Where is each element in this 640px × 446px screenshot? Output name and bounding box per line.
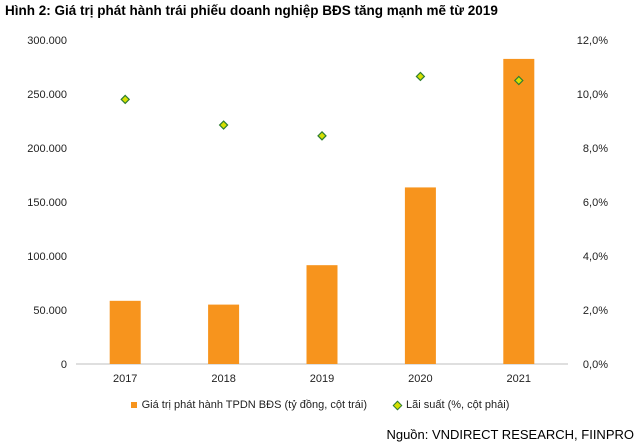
right-axis-tick-label: 8,0%: [583, 143, 608, 155]
bar: [306, 265, 338, 364]
left-axis-tick-label: 100.000: [27, 251, 67, 263]
legend-item-rate: Lãi suất (%, cột phải): [393, 399, 510, 411]
bar: [503, 58, 535, 365]
legend-rate-swatch: [393, 401, 402, 409]
x-axis-tick-label: 2017: [113, 373, 137, 385]
chart-title: Hình 2: Giá trị phát hành trái phiếu doa…: [5, 3, 498, 18]
right-axis-tick-label: 4,0%: [583, 251, 608, 263]
left-axis-tick-label: 300.000: [27, 35, 67, 47]
source-note: Nguồn: VNDIRECT RESEARCH, FIINPRO: [386, 427, 634, 442]
left-axis-tick-label: 150.000: [27, 197, 67, 209]
left-axis-tick-label: 250.000: [27, 89, 67, 101]
right-axis-tick-label: 6,0%: [583, 197, 608, 209]
rate-marker: [218, 120, 229, 130]
right-axis-tick-label: 12,0%: [577, 35, 608, 47]
bar: [109, 300, 141, 364]
right-axis-tick-label: 2,0%: [583, 305, 608, 317]
left-axis-tick-label: 0: [61, 359, 67, 371]
legend-rate-label: Lãi suất (%, cột phải): [406, 399, 510, 411]
rate-series: [120, 71, 524, 141]
legend-item-bar: Giá trị phát hành TPDN BĐS (tỷ đồng, cột…: [130, 399, 368, 411]
left-axis-ticks: 0 50.000 100.000 150.000 200.000 250.000 300.0…: [27, 35, 67, 371]
bar-series: [109, 58, 535, 365]
right-axis-tick-label: 0,0%: [583, 359, 608, 371]
right-axis-ticks: 0,0% 2,0% 4,0% 6,0% 8,0% 10,0% 12,0%: [577, 35, 608, 371]
x-axis-ticks: 2017 2018 2019 2020 2021: [113, 373, 531, 385]
left-axis-tick-label: 200.000: [27, 143, 67, 155]
x-axis-tick-label: 2021: [507, 373, 531, 385]
rate-marker: [415, 71, 426, 82]
legend-bar-label: Giá trị phát hành TPDN BĐS (tỷ đồng, cột…: [141, 399, 368, 411]
rate-marker: [317, 131, 327, 141]
rate-marker: [513, 75, 524, 86]
x-axis-tick-label: 2020: [408, 373, 432, 385]
x-axis-tick-label: 2018: [211, 373, 235, 385]
x-axis-tick-label: 2019: [310, 373, 334, 385]
bar: [404, 187, 436, 364]
rate-marker: [120, 94, 131, 105]
legend: Giá trị phát hành TPDN BĐS (tỷ đồng, cột…: [0, 399, 640, 411]
right-axis-tick-label: 10,0%: [577, 89, 608, 101]
legend-bar-swatch: [130, 402, 137, 408]
bar: [208, 304, 240, 364]
left-axis-tick-label: 50.000: [33, 305, 67, 317]
